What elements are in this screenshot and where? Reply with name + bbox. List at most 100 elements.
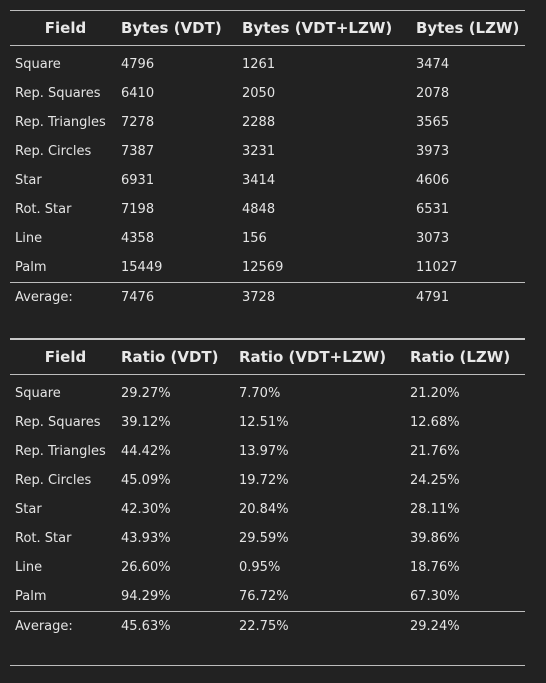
- bytes-cell-vdt: 6931: [121, 173, 155, 188]
- bytes-cell-lzw: 3565: [416, 115, 450, 130]
- bytes-cell-vdt-lzw: 2288: [242, 115, 276, 130]
- bytes-cell-vdt: 7387: [121, 144, 155, 159]
- bytes-cell-field: Rep. Triangles: [15, 115, 106, 130]
- bytes-header-field: Field: [10, 11, 121, 46]
- bytes-cell-field: Line: [15, 231, 43, 246]
- bytes-cell-vdt: 7198: [121, 202, 155, 217]
- ratio-cell-vdt: 94.29%: [121, 589, 171, 604]
- ratio-header-lzw: Ratio (LZW): [410, 340, 525, 375]
- ratio-table-row: Square 29.27% 7.70% 21.20%: [10, 375, 525, 409]
- ratio-average-lzw: 29.24%: [410, 611, 525, 641]
- bytes-cell-vdt-lzw: 1261: [242, 57, 276, 72]
- ratio-cell-field: Palm: [15, 589, 47, 604]
- ratio-table-row: Rep. Squares 39.12% 12.51% 12.68%: [10, 408, 525, 437]
- bytes-cell-vdt-lzw: 3231: [242, 144, 276, 159]
- ratio-header-row: Field Ratio (VDT) Ratio (VDT+LZW) Ratio …: [10, 340, 525, 375]
- ratio-cell-field: Star: [15, 502, 42, 517]
- ratio-table-panel: Field Ratio (VDT) Ratio (VDT+LZW) Ratio …: [10, 338, 525, 641]
- ratio-table-top-rule: [10, 338, 525, 340]
- ratio-cell-vdt-lzw: 12.51%: [239, 415, 289, 430]
- bytes-cell-lzw: 11027: [416, 260, 458, 275]
- ratio-cell-vdt-lzw: 7.70%: [239, 386, 281, 401]
- ratio-cell-field: Square: [15, 386, 61, 401]
- ratio-cell-field: Rep. Circles: [15, 473, 92, 488]
- bytes-cell-lzw: 2078: [416, 86, 450, 101]
- ratio-header-vdt: Ratio (VDT): [121, 340, 239, 375]
- ratio-cell-field: Line: [15, 560, 43, 575]
- ratio-cell-lzw: 21.20%: [410, 386, 460, 401]
- ratio-average-row: Average: 45.63% 22.75% 29.24%: [10, 611, 525, 641]
- ratio-table-row: Line 26.60% 0.95% 18.76%: [10, 553, 525, 582]
- bytes-cell-vdt: 7278: [121, 115, 155, 130]
- ratio-cell-vdt: 44.42%: [121, 444, 171, 459]
- ratio-table-row: Rep. Circles 45.09% 19.72% 24.25%: [10, 466, 525, 495]
- bytes-table-row: Rep. Squares 6410 2050 2078: [10, 79, 525, 108]
- ratio-table: Field Ratio (VDT) Ratio (VDT+LZW) Ratio …: [10, 340, 525, 641]
- ratio-cell-vdt-lzw: 20.84%: [239, 502, 289, 517]
- bytes-cell-vdt: 6410: [121, 86, 155, 101]
- ratio-cell-lzw: 18.76%: [410, 560, 460, 575]
- ratio-cell-vdt-lzw: 19.72%: [239, 473, 289, 488]
- bytes-cell-lzw: 3073: [416, 231, 450, 246]
- bytes-table: Field Bytes (VDT) Bytes (VDT+LZW) Bytes …: [10, 11, 525, 312]
- bytes-cell-field: Star: [15, 173, 42, 188]
- ratio-table-row: Rot. Star 43.93% 29.59% 39.86%: [10, 524, 525, 553]
- ratio-cell-lzw: 21.76%: [410, 444, 460, 459]
- bytes-header-vdt-lzw: Bytes (VDT+LZW): [242, 11, 416, 46]
- ratio-cell-vdt: 29.27%: [121, 386, 171, 401]
- bytes-cell-field: Square: [15, 57, 61, 72]
- ratio-table-row: Rep. Triangles 44.42% 13.97% 21.76%: [10, 437, 525, 466]
- bytes-cell-lzw: 4606: [416, 173, 450, 188]
- bytes-cell-vdt: 4358: [121, 231, 155, 246]
- bytes-average-vdt-lzw: 3728: [242, 282, 416, 312]
- ratio-cell-vdt: 42.30%: [121, 502, 171, 517]
- bytes-average-lzw: 4791: [416, 282, 525, 312]
- ratio-cell-vdt-lzw: 76.72%: [239, 589, 289, 604]
- ratio-cell-vdt: 45.09%: [121, 473, 171, 488]
- ratio-cell-lzw: 67.30%: [410, 589, 460, 604]
- ratio-cell-lzw: 12.68%: [410, 415, 460, 430]
- ratio-cell-vdt: 26.60%: [121, 560, 171, 575]
- ratio-cell-field: Rep. Triangles: [15, 444, 106, 459]
- bytes-table-row: Rot. Star 7198 4848 6531: [10, 195, 525, 224]
- bytes-cell-field: Rep. Squares: [15, 86, 101, 101]
- bytes-average-vdt: 7476: [121, 282, 242, 312]
- bytes-table-row: Star 6931 3414 4606: [10, 166, 525, 195]
- bytes-header-row: Field Bytes (VDT) Bytes (VDT+LZW) Bytes …: [10, 11, 525, 46]
- ratio-cell-lzw: 39.86%: [410, 531, 460, 546]
- ratio-average-vdt: 45.63%: [121, 611, 239, 641]
- ratio-cell-field: Rot. Star: [15, 531, 72, 546]
- bytes-cell-field: Palm: [15, 260, 47, 275]
- bytes-cell-field: Rep. Circles: [15, 144, 92, 159]
- ratio-cell-lzw: 28.11%: [410, 502, 460, 517]
- bytes-cell-vdt-lzw: 4848: [242, 202, 276, 217]
- bytes-cell-vdt-lzw: 12569: [242, 260, 284, 275]
- bytes-cell-lzw: 3973: [416, 144, 450, 159]
- bytes-cell-vdt: 15449: [121, 260, 163, 275]
- bytes-cell-lzw: 6531: [416, 202, 450, 217]
- ratio-average-field: Average:: [10, 611, 121, 641]
- bytes-average-row: Average: 7476 3728 4791: [10, 282, 525, 312]
- bytes-header-vdt: Bytes (VDT): [121, 11, 242, 46]
- ratio-average-vdt-lzw: 22.75%: [239, 611, 410, 641]
- bytes-table-panel: Field Bytes (VDT) Bytes (VDT+LZW) Bytes …: [10, 10, 525, 312]
- bytes-table-top-rule: [10, 10, 525, 11]
- ratio-table-row: Palm 94.29% 76.72% 67.30%: [10, 582, 525, 612]
- bytes-average-field: Average:: [10, 282, 121, 312]
- ratio-cell-lzw: 24.25%: [410, 473, 460, 488]
- bytes-table-row: Rep. Circles 7387 3231 3973: [10, 137, 525, 166]
- bytes-table-row: Line 4358 156 3073: [10, 224, 525, 253]
- ratio-cell-vdt-lzw: 13.97%: [239, 444, 289, 459]
- bytes-cell-vdt-lzw: 3414: [242, 173, 276, 188]
- ratio-table-row: Star 42.30% 20.84% 28.11%: [10, 495, 525, 524]
- bytes-cell-vdt-lzw: 156: [242, 231, 267, 246]
- bytes-cell-field: Rot. Star: [15, 202, 72, 217]
- ratio-header-vdt-lzw: Ratio (VDT+LZW): [239, 340, 410, 375]
- bytes-table-row: Square 4796 1261 3474: [10, 46, 525, 80]
- bytes-table-row: Palm 15449 12569 11027: [10, 253, 525, 283]
- ratio-cell-vdt-lzw: 29.59%: [239, 531, 289, 546]
- bytes-cell-vdt-lzw: 2050: [242, 86, 276, 101]
- ratio-cell-vdt: 43.93%: [121, 531, 171, 546]
- bytes-cell-lzw: 3474: [416, 57, 450, 72]
- bottom-rule: [10, 665, 525, 666]
